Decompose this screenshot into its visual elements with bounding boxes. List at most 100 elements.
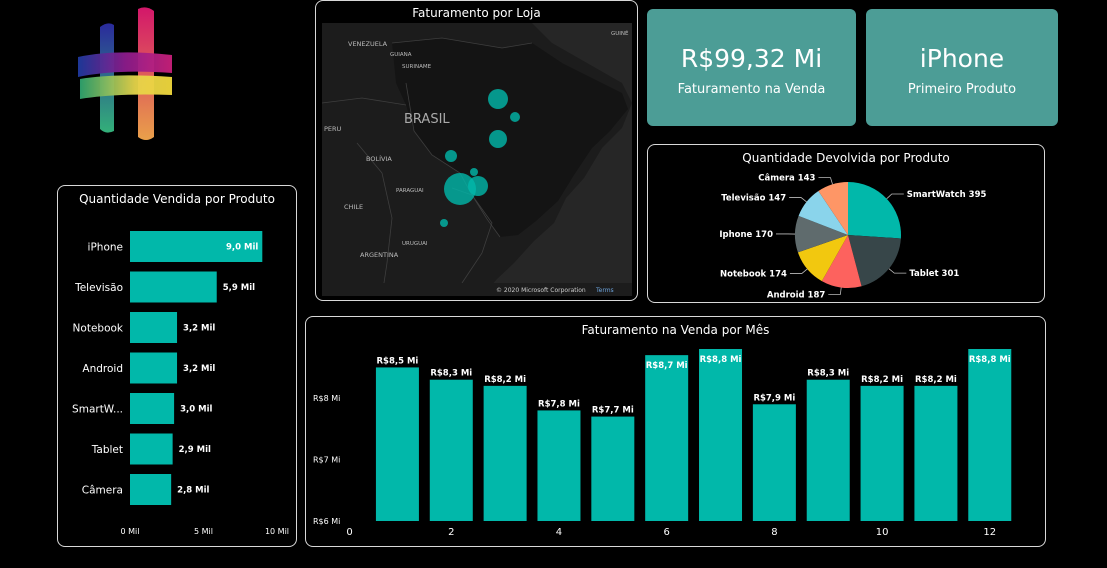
kpi-revenue-label: Faturamento na Venda: [677, 82, 826, 97]
month-bar[interactable]: [699, 349, 743, 521]
x-tick-label: 10 Mil: [265, 527, 289, 536]
pie-slice-label: Tablet 301: [909, 269, 959, 279]
month-bar-value-label: R$8,8 Mi: [969, 355, 1011, 365]
map-label-paraguai: PARAGUAI: [396, 188, 424, 194]
qty-bar[interactable]: [130, 312, 178, 343]
pie-slice[interactable]: [798, 191, 848, 235]
store-bubble: [445, 150, 457, 162]
qty-bar[interactable]: [130, 474, 172, 505]
bar-category-label: Android: [82, 363, 123, 375]
kpi-top-product-label: Primeiro Produto: [907, 82, 1017, 97]
qty-bar[interactable]: [130, 393, 175, 424]
x-tick-label: 6: [663, 527, 669, 538]
map-terms-link[interactable]: Terms: [595, 287, 614, 294]
qty-bar[interactable]: [130, 231, 263, 262]
x-tick-label: 2: [448, 527, 454, 538]
bar-category-label: Televisão: [74, 282, 123, 294]
qty-bar-value-label: 3,2 Mil: [183, 364, 215, 374]
qty-bar[interactable]: [130, 352, 178, 384]
map-panel: Faturamento por Loja VENEZUELA GUIANA SU…: [315, 0, 638, 301]
month-bar-value-label: R$8,2 Mi: [861, 375, 903, 385]
store-bubble: [444, 173, 476, 205]
month-bar-value-label: R$8,3 Mi: [430, 369, 472, 379]
store-map[interactable]: VENEZUELA GUIANA SURINAME GUINÉ BRASIL P…: [322, 23, 632, 296]
month-bar-value-label: R$7,8 Mi: [538, 399, 580, 409]
pie-leader-line: [888, 268, 907, 274]
y-tick-label: R$7 Mi: [313, 456, 340, 465]
map-label-chile: CHILE: [344, 203, 363, 211]
store-bubble: [440, 219, 448, 227]
kpi-card-top-product: iPhone Primeiro Produto: [866, 9, 1058, 126]
pie-slice[interactable]: [848, 182, 901, 239]
pie-slice[interactable]: [795, 215, 848, 253]
bar-category-label: SmartW...: [72, 404, 123, 416]
pie-slice-label: Iphone 170: [719, 230, 773, 240]
kpi-revenue-value: R$99,32 Mi: [680, 44, 823, 73]
qty-bar[interactable]: [130, 271, 217, 303]
map-label-brasil: BRASIL: [404, 112, 450, 127]
pie-slice[interactable]: [848, 235, 901, 287]
map-label-peru: PERU: [324, 125, 342, 133]
store-bubble: [510, 112, 520, 122]
month-bar-value-label: R$8,3 Mi: [807, 369, 849, 379]
month-bar-value-label: R$7,7 Mi: [592, 406, 634, 416]
qty-bar-value-label: 9,0 Mil: [226, 243, 258, 253]
x-tick-label: 4: [556, 527, 562, 538]
qty-bar-value-label: 2,9 Mil: [179, 445, 211, 455]
returns-pie-chart: SmartWatch 395 Tablet 301 Android 187 Noteb…: [719, 174, 986, 301]
qty-bar-value-label: 3,0 Mil: [180, 405, 212, 415]
month-bar[interactable]: [968, 349, 1012, 521]
map-label-suriname: SURINAME: [402, 64, 432, 70]
qty-bar-value-label: 3,2 Mil: [183, 324, 215, 334]
x-tick-label: 12: [983, 527, 996, 538]
kpi-top-product-value: iPhone: [919, 44, 1005, 73]
pie-leader-line: [818, 177, 833, 185]
month-bar[interactable]: [591, 416, 635, 521]
month-bar[interactable]: [914, 385, 958, 521]
returns-title: Quantidade Devolvida por Produto: [742, 151, 950, 165]
returns-panel: Quantidade Devolvida por Produto SmartWa…: [647, 144, 1045, 303]
month-bar[interactable]: [429, 379, 473, 521]
month-bar[interactable]: [806, 379, 850, 521]
pie-slice-label: Câmera 143: [758, 174, 815, 184]
month-bar[interactable]: [537, 410, 581, 521]
qty-bar-value-label: 5,9 Mil: [223, 283, 255, 293]
map-label-venezuela: VENEZUELA: [348, 40, 388, 48]
month-bar-value-label: R$8,7 Mi: [646, 361, 688, 371]
month-bar[interactable]: [860, 385, 904, 521]
map-label-bolivia: BOLÍVIA: [366, 154, 392, 163]
month-bar[interactable]: [483, 385, 527, 521]
month-bar-value-label: R$7,9 Mi: [753, 393, 795, 403]
map-copyright: © 2020 Microsoft Corporation: [496, 287, 586, 294]
bar-category-label: Tablet: [91, 444, 123, 456]
map-footer-bg: [322, 283, 632, 296]
qty-bar[interactable]: [130, 433, 173, 465]
qty-sold-title: Quantidade Vendida por Produto: [79, 192, 275, 206]
store-bubble: [470, 168, 478, 176]
pie-leader-line: [828, 287, 842, 295]
month-bar[interactable]: [375, 367, 419, 521]
x-tick-label: 0 Mil: [121, 527, 140, 536]
pie-leader-line: [789, 197, 807, 203]
qty-sold-panel: Quantidade Vendida por Produto iPhone 9,0…: [57, 185, 297, 547]
month-bar-value-label: R$8,2 Mi: [484, 375, 526, 385]
pie-slice-label: Notebook 174: [720, 269, 787, 279]
store-bubble: [468, 176, 488, 196]
month-bar[interactable]: [752, 404, 796, 521]
pie-leader-line: [789, 268, 808, 274]
pie-slice[interactable]: [821, 235, 862, 288]
month-bar-value-label: R$8,8 Mi: [700, 355, 742, 365]
map-title: Faturamento por Loja: [412, 6, 541, 20]
y-tick-label: R$6 Mi: [313, 517, 340, 526]
pie-leader-line: [886, 193, 904, 200]
bar-category-label: iPhone: [88, 242, 123, 254]
pie-slice[interactable]: [818, 182, 848, 235]
pie-slice[interactable]: [797, 235, 848, 282]
pie-slice-label: Android 187: [767, 291, 826, 301]
x-tick-label: 10: [876, 527, 889, 538]
bar-category-label: Notebook: [73, 323, 124, 335]
map-label-uruguai: URUGUAI: [402, 241, 428, 247]
logo: [78, 7, 172, 141]
x-tick-label: 5 Mil: [194, 527, 213, 536]
month-bar[interactable]: [645, 355, 689, 521]
